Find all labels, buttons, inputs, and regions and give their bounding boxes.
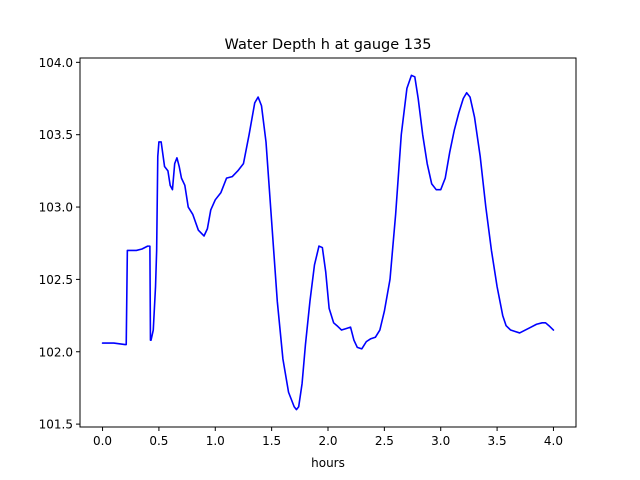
x-tick-label: 1.0 <box>206 434 225 448</box>
x-axis-label: hours <box>311 456 345 470</box>
series-line <box>101 74 555 411</box>
x-tick-label: 2.5 <box>375 434 394 448</box>
y-tick-label: 104.0 <box>39 56 73 70</box>
x-tick-label: 1.5 <box>262 434 281 448</box>
plot-frame <box>79 57 577 428</box>
x-tick-label: 3.0 <box>431 434 450 448</box>
x-tick-label: 4.0 <box>544 434 563 448</box>
chart-title: Water Depth h at gauge 135 <box>225 37 432 53</box>
y-tick-label: 102.0 <box>39 345 73 359</box>
x-tick-label: 2.0 <box>318 434 337 448</box>
x-axis: 0.0 0.5 1.0 1.5 2.0 2.5 3.0 3.5 4.0 <box>93 427 563 448</box>
y-tick-label: 103.0 <box>39 201 73 215</box>
x-tick-label: 3.5 <box>488 434 507 448</box>
y-tick-label: 101.5 <box>39 418 73 432</box>
y-tick-label: 103.5 <box>39 128 73 142</box>
y-tick-label: 102.5 <box>39 273 73 287</box>
y-axis: 101.5 102.0 102.5 103.0 103.5 104.0 <box>39 56 80 432</box>
x-tick-label: 0.5 <box>149 434 168 448</box>
x-tick-label: 0.0 <box>93 434 112 448</box>
